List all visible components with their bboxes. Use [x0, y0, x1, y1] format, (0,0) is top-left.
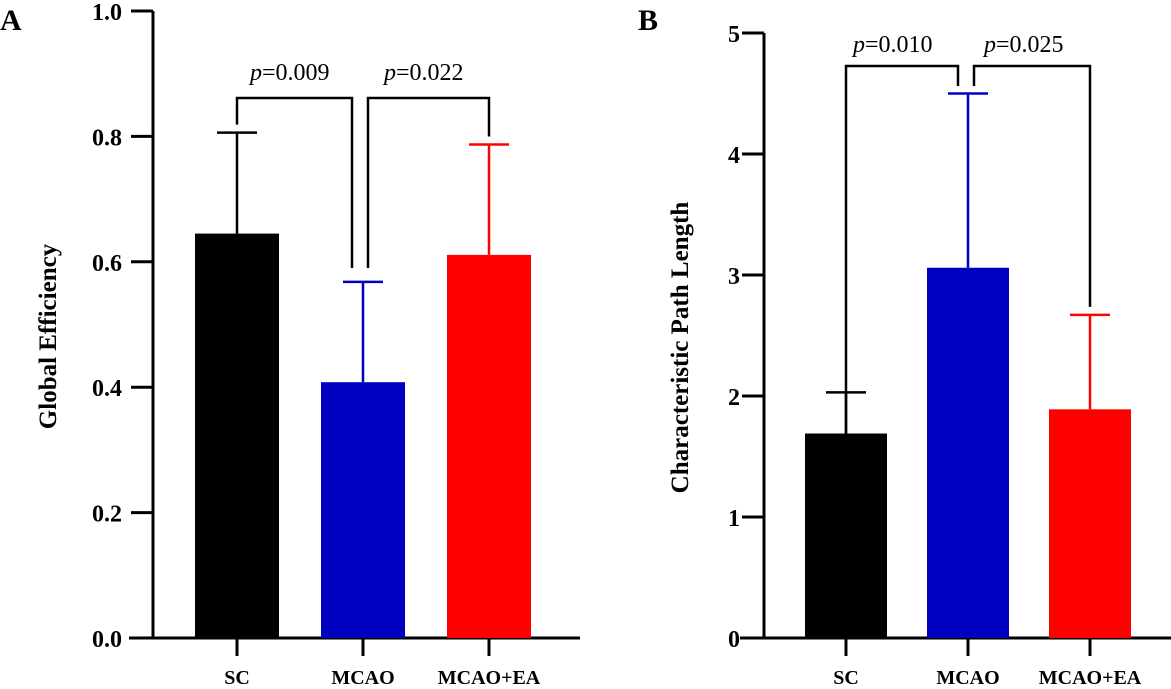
x-tick-label: MCAO+EA	[438, 667, 541, 689]
y-tick-label: 1	[728, 506, 740, 532]
panel-a: A Global Efficiency 0.0 0.2 0.4 0.6 0.8 1.0 SC MC…	[0, 0, 580, 689]
x-tick-label: SC	[833, 667, 859, 689]
y-tick-label: 0.4	[92, 376, 122, 402]
y-tick-label: 0.6	[92, 251, 122, 277]
p-value-label: p=0.022	[382, 60, 464, 86]
p-value-label: p=0.025	[982, 32, 1064, 58]
bar	[1049, 409, 1131, 638]
y-tick-label: 4	[728, 143, 740, 169]
p-value: =0.010	[865, 32, 933, 58]
p-symbol: p	[248, 60, 262, 86]
panel-label: A	[0, 4, 22, 37]
p-value: =0.009	[262, 60, 330, 86]
y-tick-label: 0.8	[92, 125, 122, 151]
y-tick-label: 5	[728, 22, 740, 48]
y-tick-label: 2	[728, 385, 740, 411]
p-symbol: p	[382, 60, 396, 86]
x-tick-label: MCAO+EA	[1039, 667, 1142, 689]
bar	[195, 233, 279, 638]
y-axis-title: Characteristic Path Length	[667, 202, 694, 494]
p-value-label: p=0.009	[248, 60, 330, 86]
bar	[321, 382, 405, 638]
significance-bracket	[366, 96, 491, 268]
x-tick-label: SC	[224, 667, 250, 689]
significance-bracket	[235, 96, 354, 268]
significance-bracket	[972, 64, 1092, 307]
y-tick-label: 1.0	[92, 0, 122, 26]
y-axis-title: Global Efficiency	[35, 243, 62, 429]
panel-label: B	[638, 4, 658, 37]
p-symbol: p	[851, 32, 865, 58]
bar	[927, 267, 1009, 638]
y-tick-label: 3	[728, 264, 740, 290]
p-value-label: p=0.010	[851, 32, 933, 58]
bar	[447, 254, 531, 638]
y-tick-label: 0	[728, 627, 740, 653]
significance-bracket	[844, 64, 960, 634]
y-tick-label: 0.0	[92, 627, 122, 653]
panel-b: B Characteristic Path Length 0 1 2 3 4 5 SC MCAO M…	[638, 4, 1171, 689]
y-tick-label: 0.2	[92, 502, 122, 528]
p-value: =0.022	[396, 60, 464, 86]
x-tick-label: MCAO	[936, 667, 999, 689]
p-value: =0.025	[996, 32, 1064, 58]
p-symbol: p	[982, 32, 996, 58]
x-tick-label: MCAO	[331, 667, 394, 689]
